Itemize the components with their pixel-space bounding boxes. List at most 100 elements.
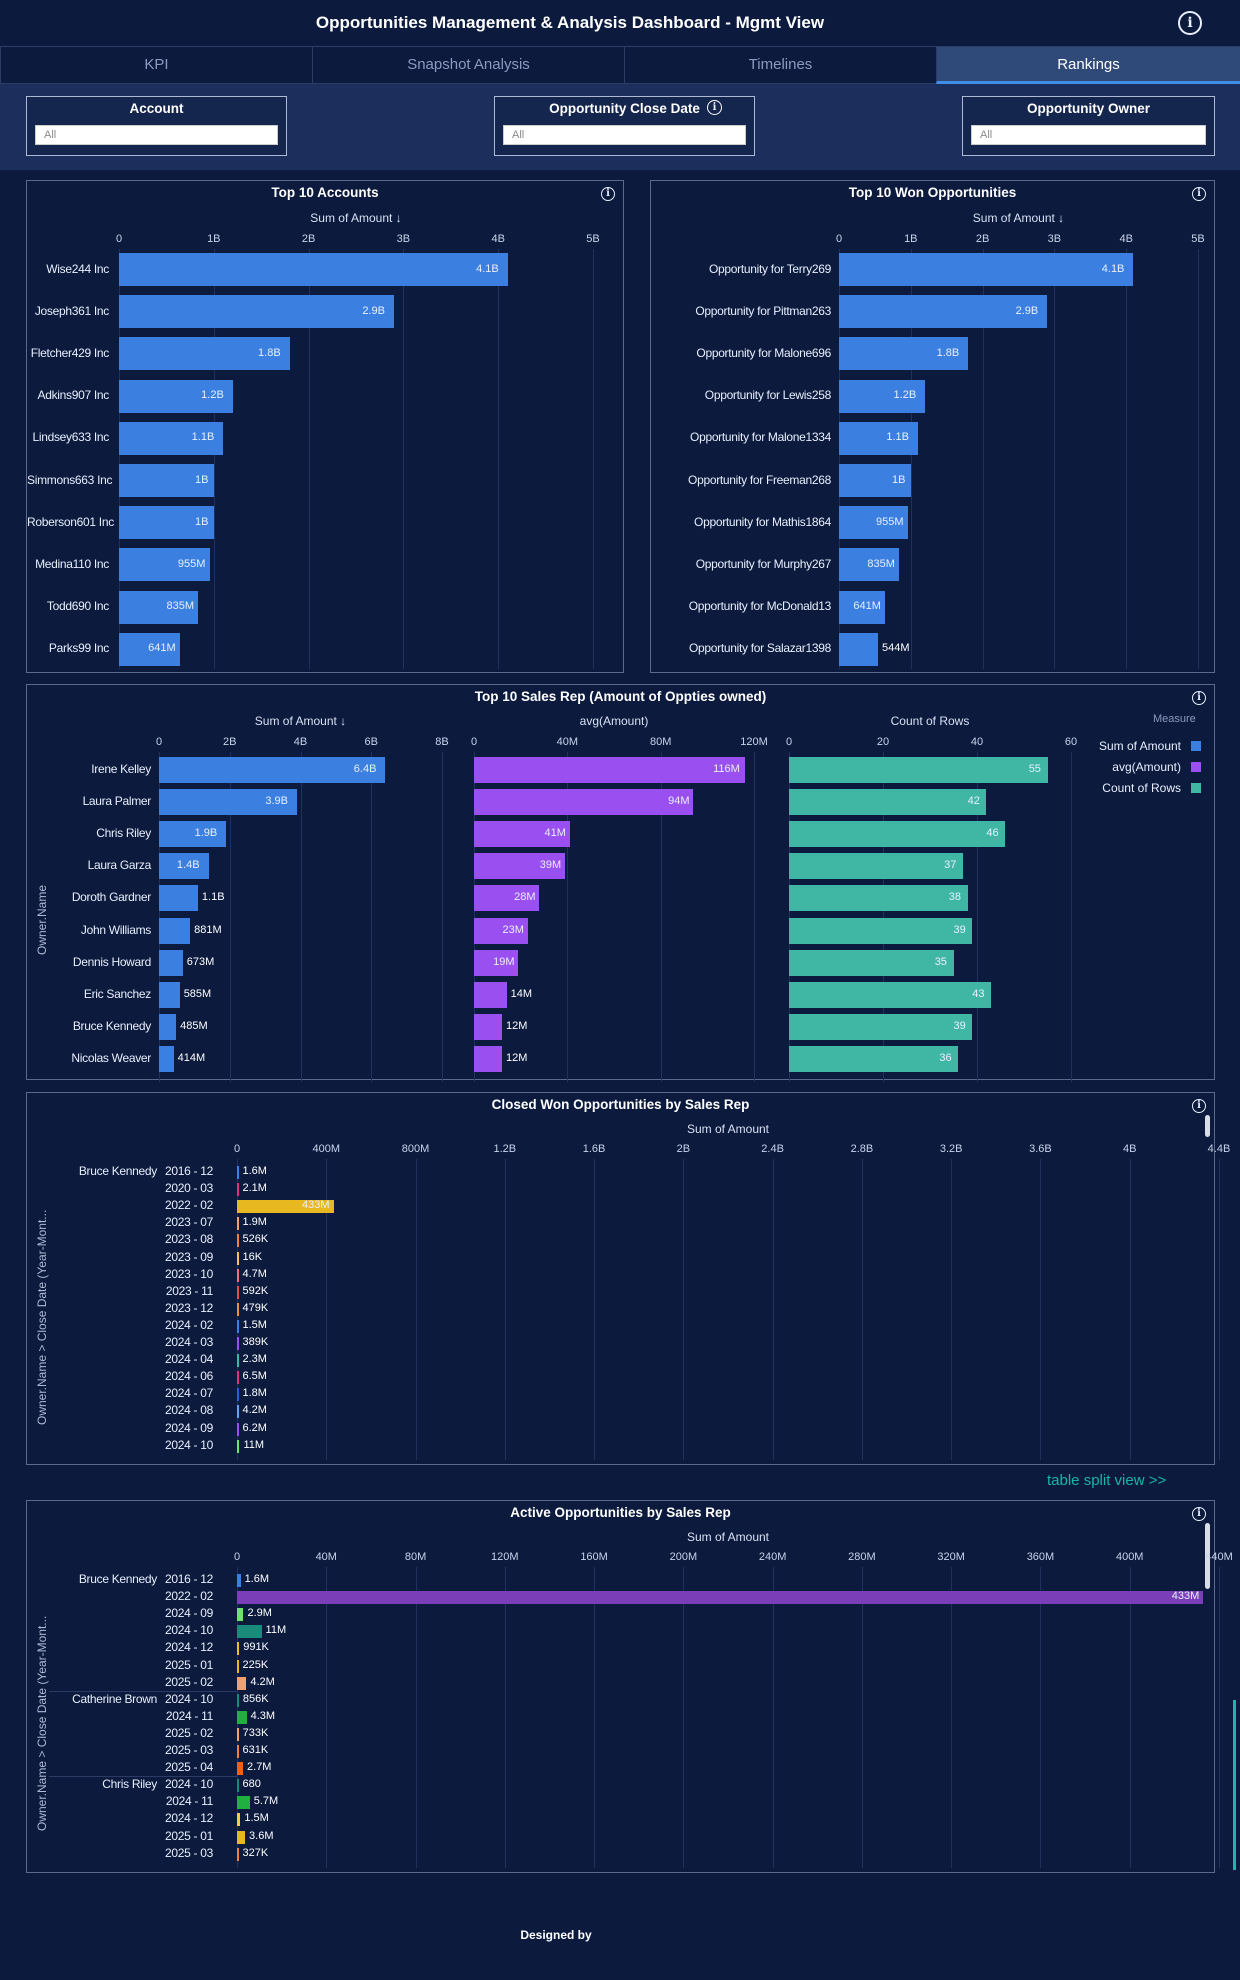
gridline [442, 752, 443, 1082]
data-label: 1.1B [201, 891, 225, 904]
gridline [1198, 249, 1199, 669]
bar [159, 789, 297, 816]
gridline [1129, 1159, 1131, 1460]
x-tick-label: 0 [155, 736, 163, 748]
tab-timelines[interactable]: Timelines [624, 46, 937, 84]
data-label: 35 [934, 955, 947, 968]
x-tick-label: 80M [404, 1551, 427, 1563]
bar [237, 1727, 239, 1741]
date-label: 2023 - 10 [164, 1266, 213, 1281]
date-label: 2024 - 10 [164, 1691, 213, 1706]
x-tick-label: 6B [364, 736, 378, 748]
data-label: 1.8B [258, 346, 281, 359]
category-label: Opportunity for Pittman263 [695, 303, 831, 318]
bar [159, 853, 209, 880]
tab-kpi[interactable]: KPI [0, 46, 313, 84]
data-label: 327K [242, 1846, 269, 1859]
info-icon[interactable]: i [1178, 11, 1202, 35]
owner-filter-input[interactable]: All [971, 125, 1206, 145]
gridline [415, 1567, 417, 1868]
data-label: 389K [242, 1336, 269, 1348]
info-icon[interactable]: i [601, 187, 615, 201]
bar [237, 1574, 241, 1587]
scrollbar[interactable] [1205, 1115, 1210, 1137]
info-icon[interactable]: i [707, 100, 722, 115]
x-tick-label: 4B [1122, 1143, 1137, 1155]
info-icon[interactable]: i [1192, 1507, 1206, 1521]
gridline [772, 1159, 774, 1460]
category-label: Todd690 Inc [46, 599, 109, 614]
panel-title: Top 10 Accounts [271, 185, 379, 200]
bar [237, 1642, 240, 1656]
data-label: 12M [506, 1019, 528, 1032]
bar [237, 1779, 239, 1793]
bar [237, 1676, 247, 1690]
x-tick-label: 0 [835, 233, 843, 245]
x-tick-label: 0 [785, 736, 793, 748]
scrollbar[interactable] [1205, 1523, 1210, 1589]
category-label: Opportunity for Malone1334 [690, 430, 831, 445]
bar [119, 506, 214, 540]
category-label: Nicolas Weaver [71, 1050, 151, 1065]
gridline [371, 752, 373, 1082]
tab-rankings[interactable]: Rankings [936, 46, 1240, 84]
x-axis-title: Sum of Amount [686, 1122, 770, 1136]
info-icon[interactable]: i [1192, 691, 1206, 705]
bar [237, 1608, 244, 1622]
table-split-view-link[interactable]: table split view >> [1047, 1472, 1167, 1489]
category-label: John Williams [80, 922, 151, 937]
data-label: 1.1B [191, 431, 215, 444]
bar [839, 590, 886, 624]
gridline [403, 249, 405, 669]
account-filter-input[interactable]: All [35, 125, 278, 145]
gridline [229, 752, 231, 1082]
data-label: 225K [242, 1658, 269, 1671]
account-filter-label: Account [129, 101, 184, 116]
page-scroll-edge [1233, 1700, 1236, 1870]
bar [119, 464, 214, 497]
category-label: Medina110 Inc [35, 556, 109, 571]
info-icon[interactable]: i [1192, 187, 1206, 201]
data-label: 1.6M [244, 1573, 270, 1585]
data-label: 2.9M [247, 1607, 272, 1620]
info-icon[interactable]: i [1192, 1099, 1206, 1113]
x-tick-label: 20 [876, 736, 890, 748]
data-label: 14M [510, 987, 533, 1000]
top-sales-rep-panel: Top 10 Sales Rep (Amount of Oppties owne… [26, 684, 1215, 1082]
data-label: 39M [539, 859, 562, 872]
tab-snapshot-analysis[interactable]: Snapshot Analysis [312, 46, 625, 84]
x-axis-title: Sum of Amount [686, 1530, 770, 1544]
x-tick-label: 2.4B [761, 1143, 784, 1155]
data-label: 4.7M [242, 1267, 267, 1280]
bar [474, 885, 540, 912]
x-tick-label: 0 [233, 1143, 241, 1155]
data-label: 641M [853, 600, 881, 613]
account-filter: Account All [26, 96, 287, 156]
gridline [593, 249, 594, 669]
panel-title: Top 10 Sales Rep (Amount of Oppties owne… [474, 689, 767, 704]
date-label: 2024 - 11 [165, 1794, 213, 1809]
date-label: 2016 - 12 [164, 1164, 213, 1178]
bar [237, 1268, 239, 1282]
data-label: 6.2M [242, 1421, 267, 1434]
x-tick-label: 800M [401, 1143, 430, 1155]
bar [839, 421, 918, 455]
close-date-filter-input[interactable]: All [503, 125, 746, 145]
data-label: 592K [242, 1284, 269, 1297]
date-label: 2023 - 11 [165, 1283, 213, 1298]
category-label: Simmons663 Inc [27, 472, 113, 487]
gridline [326, 1567, 328, 1868]
bar [237, 1659, 239, 1673]
x-tick-label: 320M [937, 1551, 965, 1563]
data-label: 43 [972, 987, 985, 1000]
x-tick-label: 4B [1119, 233, 1133, 245]
data-label: 1.9B [194, 827, 218, 840]
data-label: 955M [177, 557, 206, 570]
bar [474, 917, 528, 944]
bar [789, 757, 1048, 783]
date-label: 2024 - 10 [164, 1623, 213, 1638]
gridline [789, 752, 790, 1082]
data-label: 2.9B [1015, 304, 1039, 317]
x-axis-title: avg(Amount) [579, 714, 649, 728]
x-tick-label: 5B [1191, 233, 1205, 245]
